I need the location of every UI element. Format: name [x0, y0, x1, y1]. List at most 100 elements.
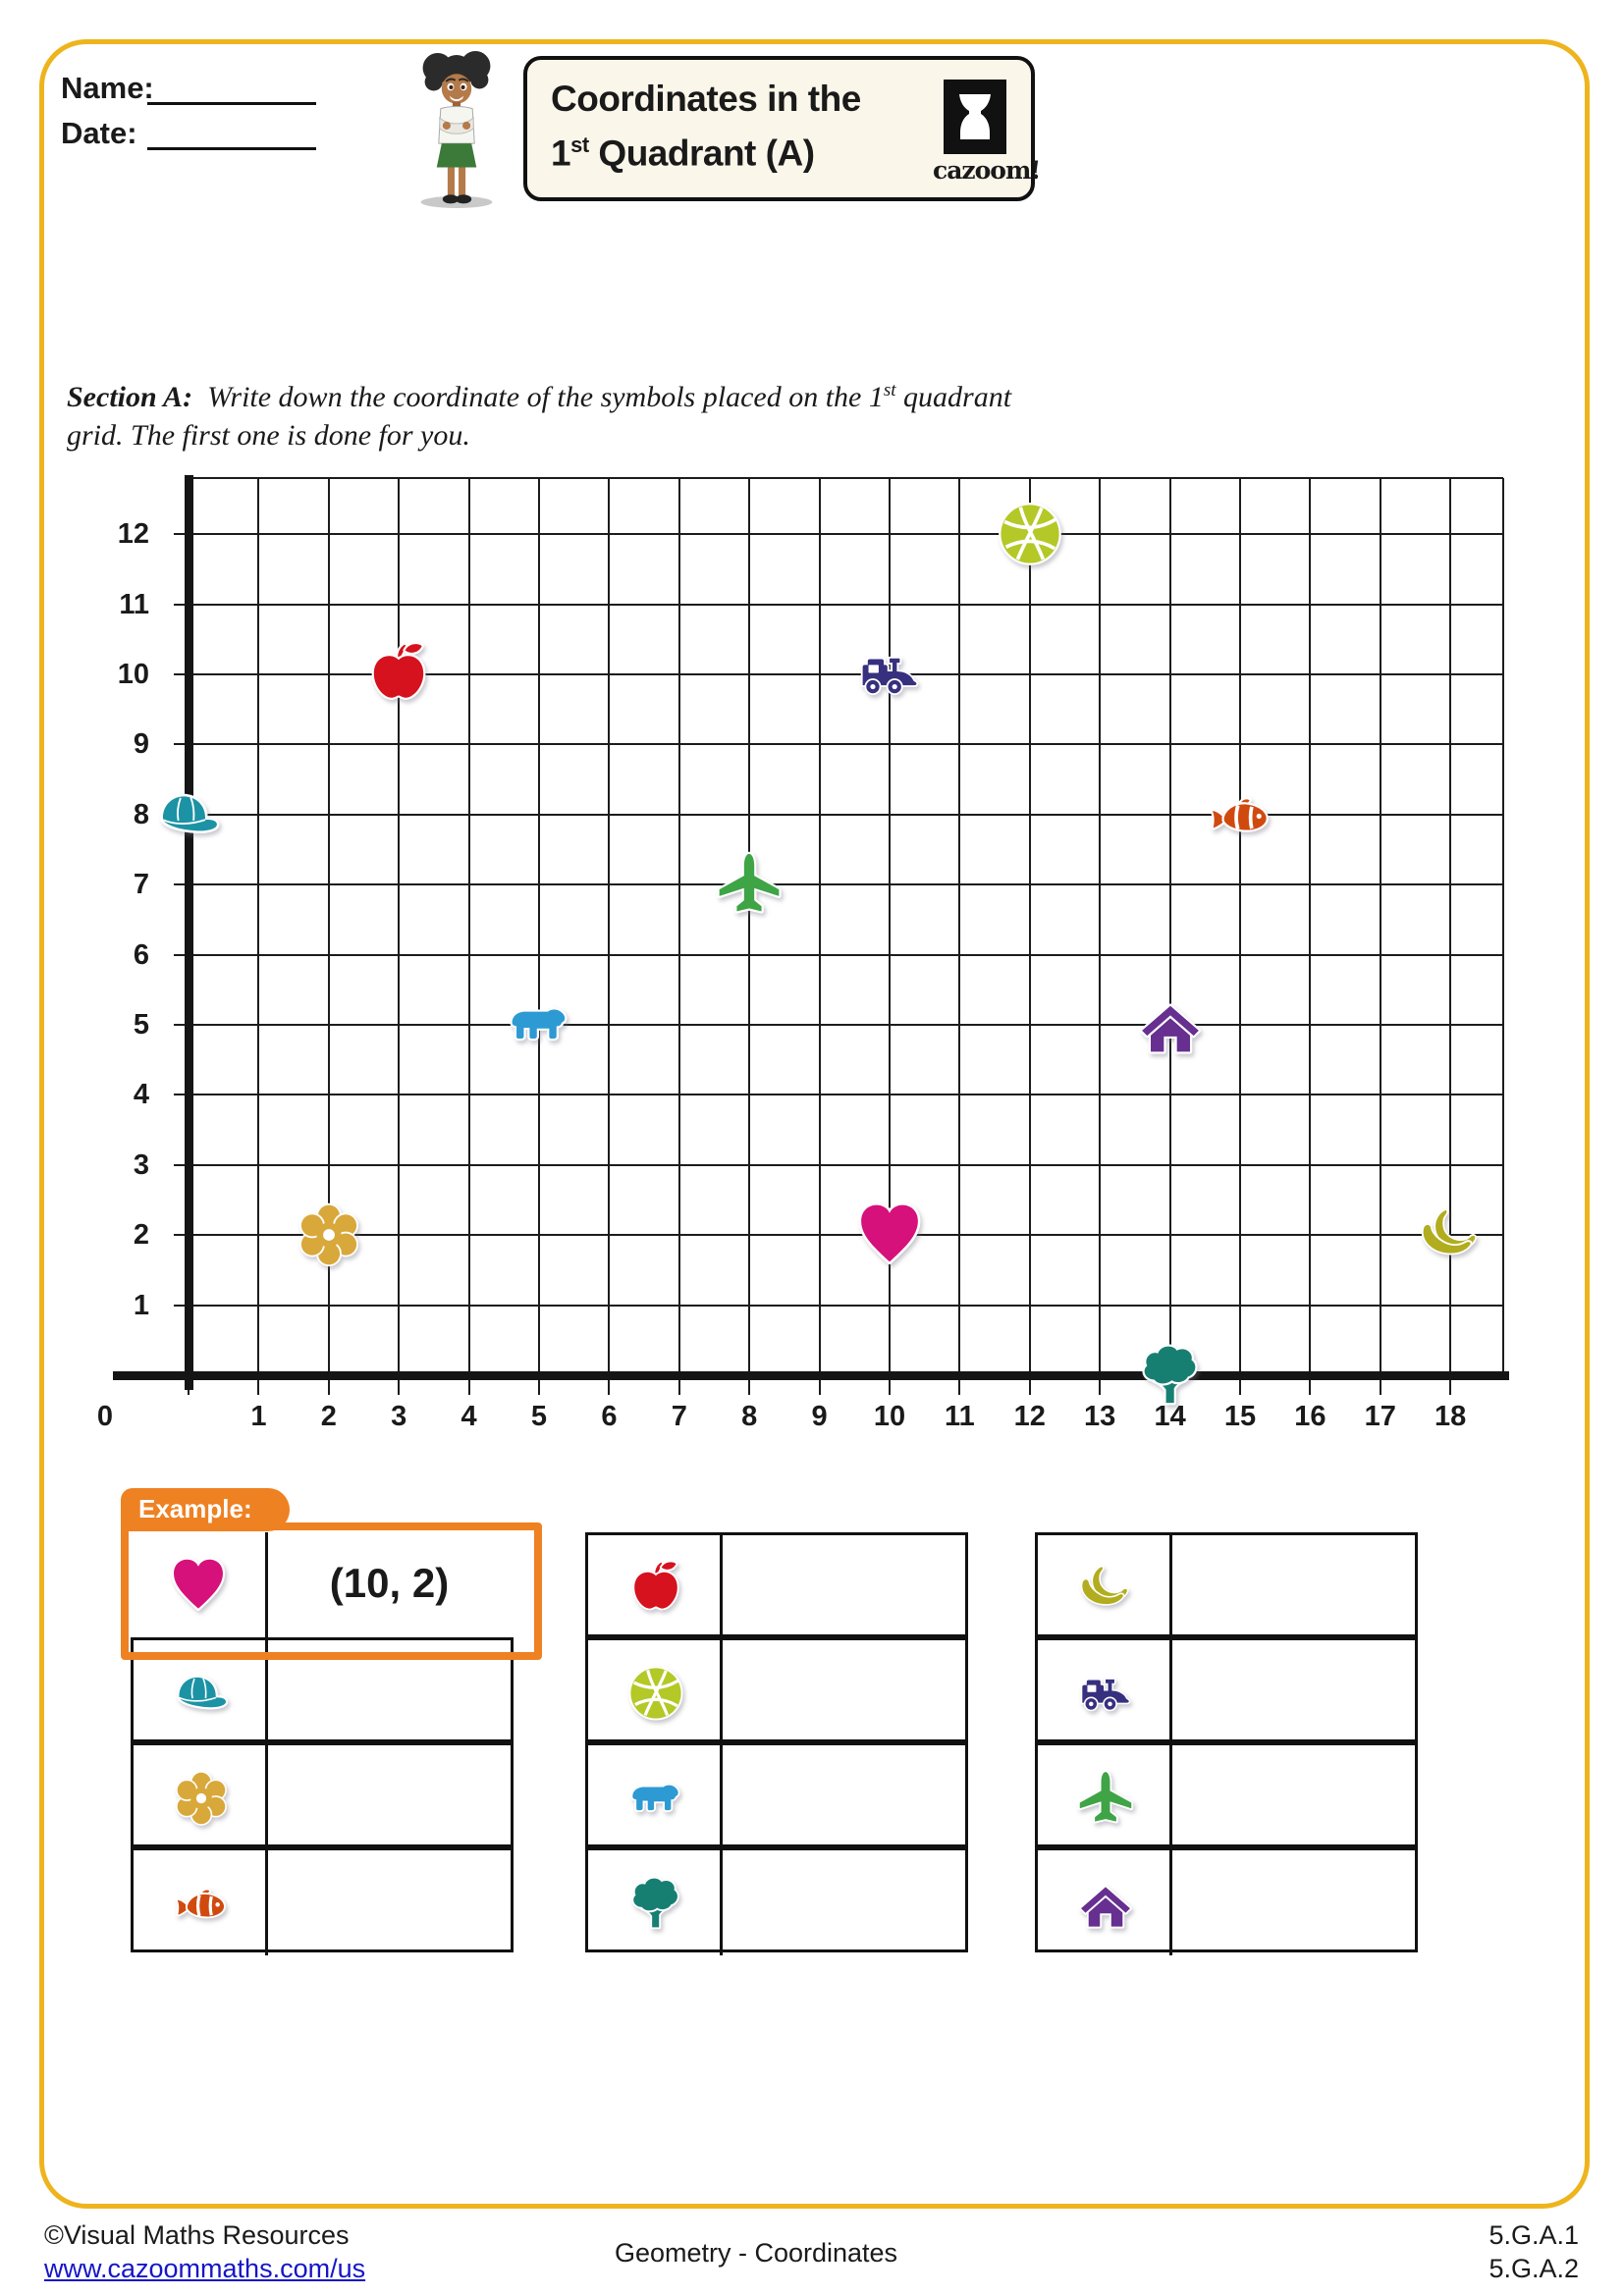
section-a-label: Section A:: [67, 381, 193, 413]
cell-divider: [1169, 1535, 1172, 1640]
cell-divider: [1169, 1745, 1172, 1850]
table-row: [1035, 1847, 1418, 1955]
worksheet-title-box: Coordinates in the 1st Quadrant (A) cazo…: [523, 56, 1041, 201]
x-axis-label: 11: [945, 1401, 975, 1432]
table-row: [1035, 1742, 1418, 1850]
x-axis-label: 17: [1364, 1401, 1396, 1432]
y-axis-label: 4: [133, 1079, 149, 1111]
x-axis-label: 6: [601, 1401, 618, 1432]
page-border: [39, 39, 1590, 2209]
table-row: [131, 1847, 514, 1955]
y-axis: [185, 475, 193, 1390]
apple-icon: [624, 1557, 687, 1620]
x-axis-label: 12: [1013, 1401, 1046, 1432]
x-axis-label: 18: [1435, 1401, 1467, 1432]
x-axis-label: 15: [1223, 1401, 1257, 1432]
answer-cell[interactable]: [723, 1640, 965, 1739]
girl-mascot-illustration: [403, 51, 511, 210]
grid-hline: [189, 477, 1504, 480]
page-title: Coordinates in the 1st Quadrant (A): [551, 76, 861, 176]
y-axis-label: 9: [133, 728, 149, 761]
grid-vline: [608, 478, 611, 1395]
name-label: Name:: [61, 71, 154, 105]
y-axis-label: 12: [117, 518, 149, 551]
grid-vline: [1168, 478, 1171, 1395]
grid-hline: [174, 1234, 1504, 1237]
x-axis-label: 13: [1084, 1401, 1116, 1432]
section-a-text: Write down the coordinate of the symbols…: [67, 380, 1012, 452]
grid-vline: [1379, 478, 1381, 1395]
x-axis-label: 0: [96, 1401, 114, 1432]
cell-divider: [720, 1535, 723, 1640]
x-axis-label: 16: [1294, 1401, 1326, 1432]
answer-cell[interactable]: [1172, 1640, 1415, 1739]
x-axis-label: 7: [671, 1401, 687, 1432]
grid-vline: [327, 478, 330, 1395]
table-row: [585, 1847, 968, 1955]
footer-standard-1: 5.G.A.1: [1489, 2220, 1579, 2250]
cell-divider: [720, 1745, 723, 1850]
grid-hline: [174, 533, 1504, 536]
x-axis-label: 8: [741, 1401, 758, 1432]
footer-topic: Geometry - Coordinates: [614, 2238, 898, 2268]
answer-cell[interactable]: [1172, 1535, 1415, 1634]
y-axis-label: 11: [119, 588, 149, 620]
grid-vline: [1309, 478, 1312, 1395]
grid-vline: [1028, 478, 1031, 1395]
cell-divider: [720, 1640, 723, 1745]
grid-vline: [1099, 478, 1102, 1395]
date-input-line[interactable]: [147, 147, 316, 150]
y-axis-label: 3: [133, 1148, 149, 1181]
table-row: [1035, 1532, 1418, 1640]
example-highlight-frame: [121, 1522, 542, 1660]
name-input-line[interactable]: [147, 102, 316, 105]
cell-divider: [265, 1745, 268, 1850]
cazoom-drum-icon: [944, 80, 1006, 154]
x-axis-label: 9: [811, 1401, 828, 1432]
cap-icon: [170, 1662, 233, 1725]
x-axis-label: 4: [460, 1401, 477, 1432]
grid-vline: [818, 478, 821, 1395]
basketball-icon: [624, 1662, 687, 1725]
grid-hline: [174, 883, 1504, 886]
answer-cell[interactable]: [723, 1535, 965, 1634]
grid-hline: [174, 1163, 1504, 1166]
cell-divider: [720, 1850, 723, 1955]
x-axis-label: 2: [320, 1401, 337, 1432]
answer-cell[interactable]: [268, 1745, 511, 1844]
y-axis-label: 1: [133, 1289, 149, 1321]
y-axis-label: 10: [117, 659, 149, 690]
grid-vline: [467, 478, 470, 1395]
answer-cell[interactable]: [268, 1850, 511, 1949]
clownfish-icon: [170, 1872, 233, 1935]
footer-standard-2: 5.G.A.2: [1489, 2254, 1579, 2283]
grid-vline: [677, 478, 680, 1395]
grid-vline: [1239, 478, 1241, 1395]
answer-cell[interactable]: [723, 1745, 965, 1844]
house-icon: [1074, 1872, 1137, 1935]
footer-url-link[interactable]: www.cazoommaths.com/us: [44, 2254, 366, 2283]
answer-cell[interactable]: [1172, 1745, 1415, 1844]
train-icon: [1074, 1662, 1137, 1725]
table-row: [585, 1637, 968, 1745]
grid-vline: [398, 478, 401, 1395]
grid-vline: [748, 478, 751, 1395]
title-line-1: Coordinates in the: [551, 79, 861, 119]
section-a-instructions: Section A: Write down the coordinate of …: [67, 371, 1049, 454]
grid-hline: [174, 673, 1504, 675]
answer-cell[interactable]: [723, 1850, 965, 1949]
grid-hline: [174, 1024, 1504, 1026]
y-axis-label: 8: [133, 798, 149, 830]
answer-cell[interactable]: [1172, 1850, 1415, 1949]
grid-vline: [958, 478, 961, 1395]
cell-divider: [265, 1850, 268, 1955]
cell-divider: [1169, 1850, 1172, 1955]
banana-icon: [1074, 1557, 1137, 1620]
x-axis: [113, 1371, 1510, 1380]
table-row: [1035, 1637, 1418, 1745]
grid-vline: [1449, 478, 1452, 1395]
example-answer: (10, 2): [329, 1559, 450, 1606]
grid-hline: [174, 743, 1504, 746]
